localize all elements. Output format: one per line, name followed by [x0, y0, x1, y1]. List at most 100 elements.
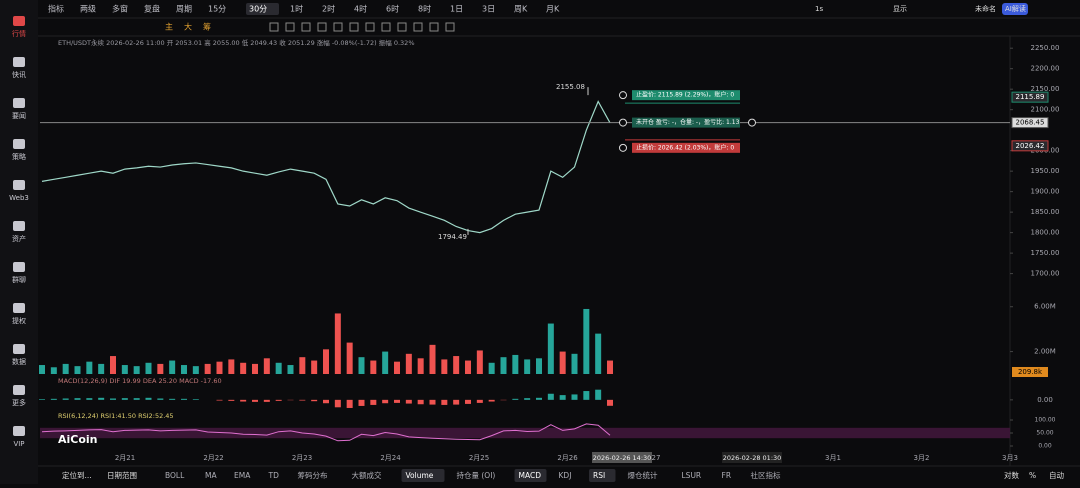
sidebar-icon[interactable]	[13, 262, 25, 272]
order-handle[interactable]	[620, 144, 627, 151]
toolbar-right[interactable]: AI解读	[1005, 4, 1026, 13]
volume-bar	[217, 362, 223, 374]
bottom-left[interactable]: 定位到...	[62, 470, 92, 480]
sidebar-item[interactable]: 策略	[12, 152, 26, 161]
indicator[interactable]: KDJ	[559, 471, 572, 480]
sidebar-item[interactable]: 要闻	[12, 111, 26, 120]
volume-bar	[75, 366, 81, 374]
indicator[interactable]: EMA	[234, 471, 251, 480]
volume-bar	[489, 363, 495, 374]
macd-bar	[299, 400, 305, 401]
chip[interactable]: 大	[184, 22, 192, 32]
indicator[interactable]: BOLL	[165, 471, 185, 480]
sidebar-icon[interactable]	[13, 139, 25, 149]
order-handle[interactable]	[620, 119, 627, 126]
toolbar-item[interactable]: 复盘	[144, 4, 160, 14]
macd-bar	[548, 394, 554, 400]
sidebar-icon[interactable]	[13, 98, 25, 108]
sidebar-icon[interactable]	[13, 426, 25, 436]
toolbar-item[interactable]: 8时	[418, 4, 431, 14]
bottom-right[interactable]: 对数	[1004, 470, 1019, 480]
macd-bar	[146, 398, 152, 400]
sidebar-item[interactable]: 行情	[12, 29, 26, 38]
bottom-right[interactable]: %	[1029, 471, 1036, 480]
macd-bar	[86, 398, 92, 400]
chip[interactable]: 主	[165, 22, 173, 32]
indicator[interactable]: 爆仓统计	[628, 470, 658, 480]
sidebar-item[interactable]: Web3	[9, 194, 29, 202]
volume-bar	[311, 361, 317, 374]
toolbar-item[interactable]: 2时	[322, 4, 335, 14]
sidebar-icon[interactable]	[13, 221, 25, 231]
indicator[interactable]: MACD	[519, 471, 542, 480]
x-tick-label: 2月23	[292, 454, 312, 462]
toolbar-item[interactable]: 1日	[450, 5, 463, 14]
toolbar-right[interactable]: 1s	[815, 5, 823, 13]
volume-bar	[51, 367, 57, 374]
sidebar-icon[interactable]	[13, 16, 25, 26]
toolbar-item[interactable]: 周K	[514, 5, 528, 14]
y-tick-label: 50.00	[1036, 430, 1053, 437]
toolbar-item[interactable]: 6时	[386, 4, 399, 14]
sidebar-item[interactable]: 快讯	[12, 70, 26, 79]
macd-bar	[217, 400, 223, 401]
macd-bar	[418, 400, 424, 404]
toolbar-item[interactable]: 多窗	[112, 4, 128, 14]
indicator[interactable]: FR	[722, 471, 732, 480]
sidebar-icon[interactable]	[13, 385, 25, 395]
sidebar-item[interactable]: 资产	[12, 234, 26, 243]
macd-bar	[335, 400, 341, 407]
time-tag-label: 2026-02-28 01:30	[723, 454, 782, 462]
sidebar-item[interactable]: VIP	[13, 440, 24, 448]
chip[interactable]: 筹	[203, 22, 211, 32]
sidebar-item[interactable]: 数据	[12, 357, 26, 366]
toolbar-right[interactable]: 未命名	[975, 4, 996, 13]
x-tick-label: 27	[652, 454, 661, 462]
macd-bar	[572, 394, 578, 399]
volume-bar	[122, 365, 128, 374]
toolbar-item[interactable]: 3日	[482, 5, 495, 14]
indicator[interactable]: RSI	[593, 471, 605, 480]
toolbar-item[interactable]: 两级	[80, 4, 96, 14]
indicator[interactable]: LSUR	[682, 471, 702, 480]
volume-bar	[453, 356, 459, 374]
sidebar-icon[interactable]	[13, 303, 25, 313]
indicator[interactable]: 筹码分布	[298, 470, 328, 480]
order-handle[interactable]	[620, 92, 627, 99]
toolbar-item[interactable]: 指标	[48, 4, 64, 14]
volume-bar	[98, 364, 104, 374]
sidebar-icon[interactable]	[13, 57, 25, 67]
indicator[interactable]: TD	[268, 471, 280, 480]
macd-bar	[394, 400, 400, 403]
indicator[interactable]: 大额成交	[352, 470, 382, 480]
indicator[interactable]: 社区指标	[751, 470, 781, 480]
volume-bar	[252, 364, 258, 374]
bottom-left[interactable]: 日期范围	[107, 470, 137, 480]
sidebar-item[interactable]: 群聊	[12, 275, 26, 284]
toolbar-item[interactable]: 15分	[208, 5, 226, 14]
toolbar-item[interactable]: 30分	[249, 5, 267, 14]
macd-bar	[311, 400, 317, 401]
bottom-right[interactable]: 自动	[1049, 470, 1065, 480]
toolbar-right[interactable]: 显示	[893, 5, 907, 13]
sidebar-item[interactable]: 提权	[12, 316, 26, 325]
toolbar-item[interactable]: 周期	[176, 5, 192, 14]
volume-bar	[359, 357, 365, 374]
order-label: 止损价: 2026.42 (2.03%)，账户: 0	[636, 143, 734, 151]
volume-bar	[323, 349, 329, 374]
toolbar-item[interactable]: 4时	[354, 4, 367, 14]
sidebar-icon[interactable]	[13, 344, 25, 354]
indicator[interactable]: 持仓量 (OI)	[457, 470, 496, 480]
macd-bar	[98, 398, 104, 400]
sidebar-item[interactable]: 更多	[12, 398, 26, 407]
indicator[interactable]: MA	[205, 471, 217, 480]
order-handle[interactable]	[749, 119, 756, 126]
toolbar-item[interactable]: 月K	[546, 5, 560, 14]
volume-bar	[595, 334, 601, 374]
toolbar-item[interactable]: 1时	[290, 4, 303, 14]
macd-bar	[560, 395, 566, 400]
volume-bar	[465, 361, 471, 374]
indicator[interactable]: Volume	[406, 471, 434, 480]
sidebar-icon[interactable]	[13, 180, 25, 190]
